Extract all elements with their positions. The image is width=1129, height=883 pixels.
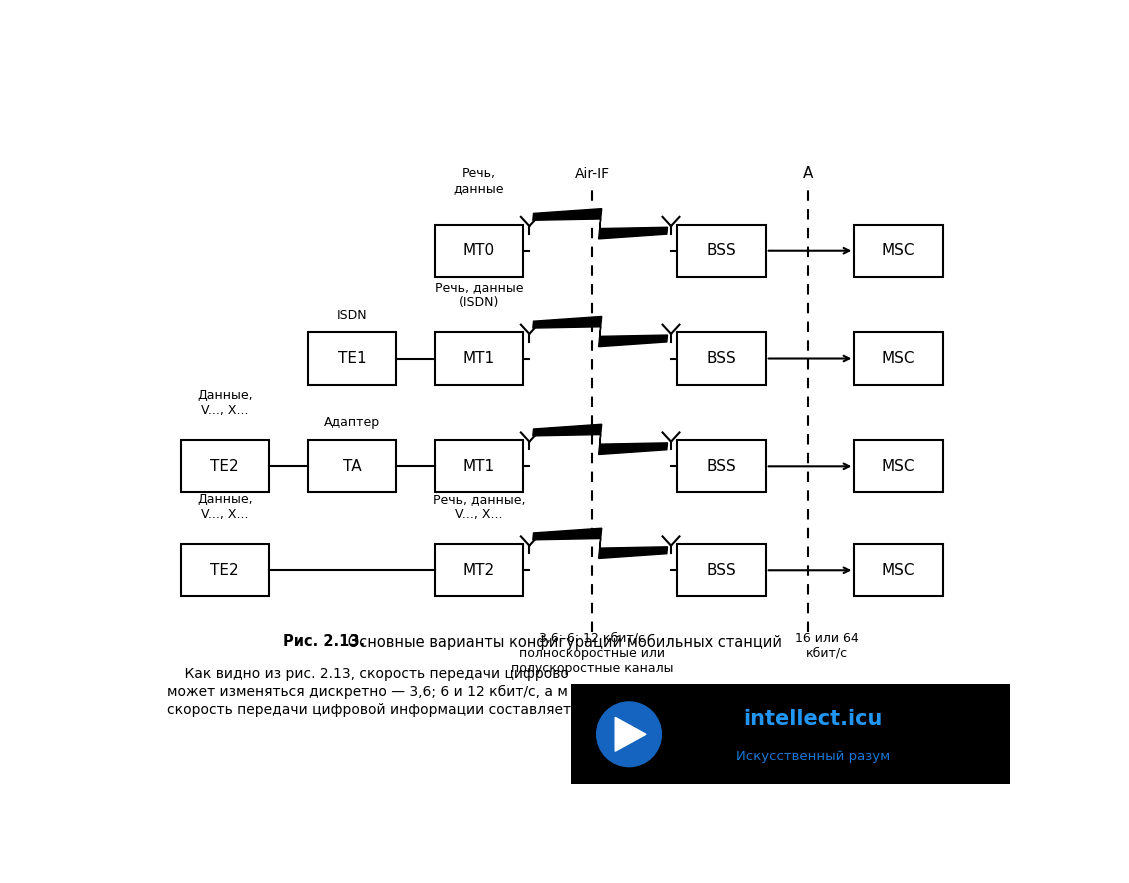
Text: 16 или 64
кбит/с: 16 или 64 кбит/с [795,632,859,660]
Circle shape [631,716,642,727]
Text: MT1: MT1 [463,459,495,474]
Text: MT2: MT2 [463,562,495,577]
Bar [677,440,765,493]
Bar [435,440,523,493]
Bar [571,684,1010,784]
Text: Рис. 2.13.: Рис. 2.13. [282,634,365,649]
Bar [855,224,943,277]
Text: Данные,
V..., X...: Данные, V..., X... [196,389,253,417]
Text: 3,6; 6; 12 кбит/с
полноскоростные или
полускоростные каналы: 3,6; 6; 12 кбит/с полноскоростные или по… [510,632,673,675]
Polygon shape [533,208,667,239]
Bar [435,332,523,385]
Bar [307,440,396,493]
Text: Данные,
V..., X...: Данные, V..., X... [196,493,253,521]
Text: Как видно из рис. 2.13, скорость передачи цифрово
может изменяться дискретно — 3: Как видно из рис. 2.13, скорость передач… [167,667,589,718]
Text: MSC: MSC [882,351,916,366]
Bar [181,544,269,596]
Polygon shape [533,424,667,455]
Text: MSC: MSC [882,562,916,577]
Text: Речь, данные
(ISDN): Речь, данные (ISDN) [435,282,523,309]
Text: intellect.icu: intellect.icu [743,709,883,729]
Text: Адаптер: Адаптер [324,417,380,429]
Text: Речь,
данные: Речь, данные [454,167,505,195]
Bar [677,332,765,385]
Text: TA: TA [342,459,361,474]
Text: TE1: TE1 [338,351,366,366]
Bar [307,332,396,385]
Text: BSS: BSS [707,243,736,258]
Polygon shape [533,528,667,558]
Text: TE2: TE2 [210,562,239,577]
Text: A: A [803,166,813,181]
Bar [855,332,943,385]
Text: ISDN: ISDN [336,308,367,321]
Bar [435,544,523,596]
Text: MSC: MSC [882,243,916,258]
Text: MSC: MSC [882,459,916,474]
Text: Речь, данные,
V..., X...: Речь, данные, V..., X... [432,493,525,521]
Text: BSS: BSS [707,459,736,474]
Bar [855,440,943,493]
Bar [435,224,523,277]
Bar [855,544,943,596]
Text: Основные варианты конфигураций мобильных станций: Основные варианты конфигураций мобильных… [342,634,781,650]
Text: BSS: BSS [707,351,736,366]
Text: Air-IF: Air-IF [575,167,610,181]
Bar [677,224,765,277]
Bar [181,440,269,493]
Polygon shape [533,316,667,347]
Text: Искусственный разум: Искусственный разум [736,750,890,763]
Circle shape [597,702,662,766]
Bar [677,544,765,596]
Text: MT0: MT0 [463,243,495,258]
Polygon shape [615,717,646,751]
Text: MT1: MT1 [463,351,495,366]
Text: TE2: TE2 [210,459,239,474]
Text: BSS: BSS [707,562,736,577]
